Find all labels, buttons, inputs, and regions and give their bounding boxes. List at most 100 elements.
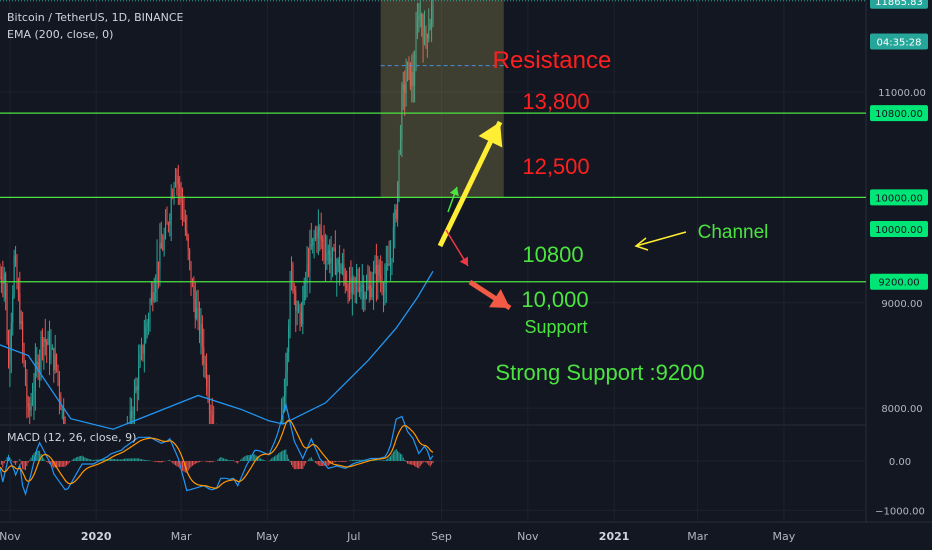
macd-signal-line bbox=[0, 419, 434, 489]
candle-body bbox=[324, 251, 326, 261]
candle-body bbox=[381, 278, 383, 288]
annotation-text: Support bbox=[524, 317, 587, 337]
candle-body bbox=[373, 272, 375, 288]
candle-body bbox=[204, 363, 206, 365]
candle-body bbox=[156, 261, 158, 282]
annotation-text: Strong Support :9200 bbox=[495, 360, 704, 385]
candle-body bbox=[326, 254, 328, 261]
candle-body bbox=[186, 230, 188, 236]
candle-body bbox=[309, 244, 311, 271]
price-tag bbox=[870, 0, 928, 9]
candle-body bbox=[0, 276, 2, 282]
candle-body bbox=[365, 286, 367, 296]
candle-body bbox=[371, 287, 373, 298]
macd-tick-label: −1000.00 bbox=[875, 506, 925, 517]
candle-body bbox=[300, 311, 302, 325]
candle-body bbox=[390, 261, 392, 266]
candle-body bbox=[2, 281, 4, 284]
candle-body bbox=[15, 256, 17, 262]
candle-body bbox=[149, 303, 151, 319]
candle-body bbox=[191, 285, 193, 287]
candle-body bbox=[391, 258, 393, 262]
channel-pointer-head bbox=[634, 237, 649, 251]
candle-body bbox=[412, 72, 414, 86]
candle-body bbox=[343, 264, 345, 274]
macd-legend[interactable]: MACD (12, 26, close, 9) bbox=[7, 431, 137, 444]
candle-body bbox=[3, 273, 5, 284]
price-tag bbox=[870, 33, 928, 50]
candle-body bbox=[143, 342, 145, 354]
candle-body bbox=[197, 308, 199, 310]
candle-body bbox=[330, 257, 332, 264]
price-tag-label: 10000.00 bbox=[875, 193, 923, 204]
ema-legend[interactable]: EMA (200, close, 0) bbox=[7, 28, 114, 41]
candle-body bbox=[184, 219, 186, 231]
candle-body bbox=[283, 395, 285, 409]
candle-body bbox=[57, 366, 59, 378]
candle-body bbox=[288, 326, 290, 353]
candle-body bbox=[431, 4, 433, 24]
candle-body bbox=[382, 287, 384, 293]
candle-body bbox=[357, 280, 359, 288]
candle-body bbox=[425, 29, 427, 35]
annotation-text: 13,800 bbox=[522, 89, 589, 114]
candle-body bbox=[129, 411, 131, 424]
candle-body bbox=[432, 0, 434, 5]
candle-body bbox=[194, 299, 196, 319]
candle-body bbox=[6, 298, 8, 342]
candle-body bbox=[136, 386, 138, 390]
candle-body bbox=[307, 264, 309, 271]
candle-body bbox=[414, 69, 416, 86]
candle-body bbox=[37, 361, 39, 372]
candle-body bbox=[26, 384, 28, 404]
candle-body bbox=[182, 201, 184, 216]
candle-body bbox=[387, 263, 389, 266]
candle-body bbox=[13, 256, 15, 295]
candle-body bbox=[201, 324, 203, 348]
price-tag bbox=[870, 221, 928, 238]
candle-body bbox=[402, 84, 404, 91]
candle-body bbox=[9, 351, 11, 365]
candle-body bbox=[199, 308, 201, 335]
candle-body bbox=[29, 407, 31, 411]
candle-body bbox=[196, 308, 198, 319]
candle-body bbox=[17, 285, 19, 294]
candle-body bbox=[344, 273, 346, 285]
candle-body bbox=[319, 227, 321, 232]
candle-body bbox=[36, 361, 38, 365]
candle-body bbox=[179, 184, 181, 188]
candle-body bbox=[334, 248, 336, 275]
candle-body bbox=[47, 337, 49, 345]
annotation-text: Channel bbox=[698, 222, 769, 243]
candle-body bbox=[360, 287, 362, 292]
candle-body bbox=[210, 410, 212, 415]
candle-body bbox=[174, 175, 176, 186]
candle-body bbox=[333, 247, 335, 249]
candle-body bbox=[339, 259, 341, 273]
candle-body bbox=[323, 241, 325, 252]
candle-body bbox=[317, 227, 319, 239]
candle-body bbox=[200, 324, 202, 335]
time-tick-label: Sep bbox=[431, 530, 452, 543]
annotation-text: 10,000 bbox=[521, 287, 588, 312]
price-tag bbox=[870, 189, 928, 206]
candle-body bbox=[7, 341, 9, 365]
price-tag-label: 04:35:28 bbox=[877, 37, 922, 48]
candle-body bbox=[44, 339, 46, 342]
candle-body bbox=[392, 227, 394, 259]
candle-body bbox=[429, 23, 431, 31]
candle-body bbox=[347, 287, 349, 298]
candle-body bbox=[206, 363, 208, 387]
candle-body bbox=[163, 236, 165, 250]
time-tick-label: Mar bbox=[171, 530, 192, 543]
candle-body bbox=[329, 250, 331, 264]
candle-body bbox=[170, 196, 172, 220]
macd-tick-label: 0.00 bbox=[889, 457, 911, 468]
price-tag-label: 10000.00 bbox=[875, 225, 923, 236]
candle-body bbox=[306, 264, 308, 282]
candle-body bbox=[135, 386, 137, 392]
candle-body bbox=[401, 90, 403, 141]
symbol-legend[interactable]: Bitcoin / TetherUS, 1D, BINANCE bbox=[7, 11, 184, 24]
